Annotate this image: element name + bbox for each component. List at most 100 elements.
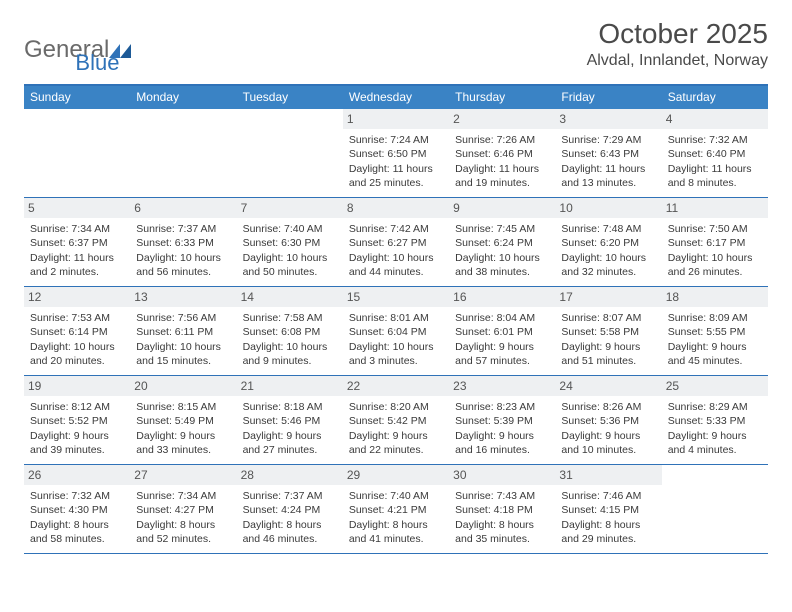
dow-thursday: Thursday: [449, 86, 555, 109]
daylight-line: Daylight: 8 hours: [561, 518, 655, 532]
day-number: 31: [555, 465, 661, 485]
sunset-line: Sunset: 6:33 PM: [136, 236, 230, 250]
sunrise-line: Sunrise: 7:53 AM: [30, 311, 124, 325]
daylight-line: and 2 minutes.: [30, 265, 124, 279]
daylight-line: Daylight: 8 hours: [455, 518, 549, 532]
daylight-line: Daylight: 10 hours: [561, 251, 655, 265]
week-row: 19Sunrise: 8:12 AMSunset: 5:52 PMDayligh…: [24, 376, 768, 465]
sunset-line: Sunset: 4:18 PM: [455, 503, 549, 517]
day-number: 27: [130, 465, 236, 485]
daylight-line: Daylight: 10 hours: [136, 340, 230, 354]
day-number: 26: [24, 465, 130, 485]
sunrise-line: Sunrise: 7:50 AM: [668, 222, 762, 236]
day-cell: 31 Sunrise: 7:46 AMSunset: 4:15 PMDayligh…: [555, 465, 661, 553]
daylight-line: and 50 minutes.: [243, 265, 337, 279]
daylight-line: and 25 minutes.: [349, 176, 443, 190]
day-number: 18: [662, 287, 768, 307]
sunrise-line: Sunrise: 7:32 AM: [30, 489, 124, 503]
daylight-line: Daylight: 11 hours: [30, 251, 124, 265]
day-cell: 19Sunrise: 8:12 AMSunset: 5:52 PMDayligh…: [24, 376, 130, 464]
sunrise-line: Sunrise: 7:45 AM: [455, 222, 549, 236]
sunset-line: Sunset: 6:27 PM: [349, 236, 443, 250]
day-number: 28: [237, 465, 343, 485]
day-number: 23: [449, 376, 555, 396]
day-number: 24: [555, 376, 661, 396]
dow-friday: Friday: [555, 86, 661, 109]
daylight-line: Daylight: 10 hours: [349, 340, 443, 354]
sunrise-line: Sunrise: 7:56 AM: [136, 311, 230, 325]
day-cell: 8Sunrise: 7:42 AMSunset: 6:27 PMDaylight…: [343, 198, 449, 286]
day-number: 3: [555, 109, 661, 129]
sunrise-line: Sunrise: 7:32 AM: [668, 133, 762, 147]
month-title: October 2025: [587, 18, 768, 50]
daylight-line: and 13 minutes.: [561, 176, 655, 190]
daylight-line: Daylight: 8 hours: [243, 518, 337, 532]
sunrise-line: Sunrise: 7:29 AM: [561, 133, 655, 147]
day-number: 7: [237, 198, 343, 218]
sunset-line: Sunset: 6:14 PM: [30, 325, 124, 339]
daylight-line: Daylight: 8 hours: [136, 518, 230, 532]
calendar: Sunday Monday Tuesday Wednesday Thursday…: [24, 84, 768, 554]
day-cell: 16Sunrise: 8:04 AMSunset: 6:01 PMDayligh…: [449, 287, 555, 375]
sunset-line: Sunset: 4:30 PM: [30, 503, 124, 517]
sunset-line: Sunset: 5:55 PM: [668, 325, 762, 339]
daylight-line: and 19 minutes.: [455, 176, 549, 190]
dow-monday: Monday: [130, 86, 236, 109]
day-cell: 21Sunrise: 8:18 AMSunset: 5:46 PMDayligh…: [237, 376, 343, 464]
daylight-line: and 39 minutes.: [30, 443, 124, 457]
daylight-line: and 8 minutes.: [668, 176, 762, 190]
day-cell: 11Sunrise: 7:50 AMSunset: 6:17 PMDayligh…: [662, 198, 768, 286]
week-row: 5Sunrise: 7:34 AMSunset: 6:37 PMDaylight…: [24, 198, 768, 287]
day-number: 11: [662, 198, 768, 218]
daylight-line: Daylight: 10 hours: [243, 251, 337, 265]
sunrise-line: Sunrise: 7:26 AM: [455, 133, 549, 147]
logo-word2: Blue: [75, 50, 119, 76]
sunrise-line: Sunrise: 7:24 AM: [349, 133, 443, 147]
sunrise-line: Sunrise: 7:48 AM: [561, 222, 655, 236]
daylight-line: Daylight: 10 hours: [349, 251, 443, 265]
day-cell: 23Sunrise: 8:23 AMSunset: 5:39 PMDayligh…: [449, 376, 555, 464]
day-number: 6: [130, 198, 236, 218]
day-number: 17: [555, 287, 661, 307]
day-number: 20: [130, 376, 236, 396]
daylight-line: Daylight: 10 hours: [30, 340, 124, 354]
day-of-week-row: Sunday Monday Tuesday Wednesday Thursday…: [24, 86, 768, 109]
daylight-line: Daylight: 9 hours: [349, 429, 443, 443]
sunset-line: Sunset: 5:42 PM: [349, 414, 443, 428]
day-cell: 20Sunrise: 8:15 AMSunset: 5:49 PMDayligh…: [130, 376, 236, 464]
sunset-line: Sunset: 5:52 PM: [30, 414, 124, 428]
sunrise-line: Sunrise: 7:46 AM: [561, 489, 655, 503]
day-cell: 7Sunrise: 7:40 AMSunset: 6:30 PMDaylight…: [237, 198, 343, 286]
sunrise-line: Sunrise: 8:20 AM: [349, 400, 443, 414]
sunrise-line: Sunrise: 8:01 AM: [349, 311, 443, 325]
day-cell: 9Sunrise: 7:45 AMSunset: 6:24 PMDaylight…: [449, 198, 555, 286]
daylight-line: and 56 minutes.: [136, 265, 230, 279]
sunrise-line: Sunrise: 8:04 AM: [455, 311, 549, 325]
daylight-line: and 45 minutes.: [668, 354, 762, 368]
sunrise-line: Sunrise: 7:37 AM: [243, 489, 337, 503]
week-row: 12Sunrise: 7:53 AMSunset: 6:14 PMDayligh…: [24, 287, 768, 376]
daylight-line: and 4 minutes.: [668, 443, 762, 457]
daylight-line: Daylight: 10 hours: [243, 340, 337, 354]
sunset-line: Sunset: 5:33 PM: [668, 414, 762, 428]
sunset-line: Sunset: 6:11 PM: [136, 325, 230, 339]
day-cell: [130, 109, 236, 197]
daylight-line: Daylight: 10 hours: [455, 251, 549, 265]
sunset-line: Sunset: 4:27 PM: [136, 503, 230, 517]
daylight-line: and 57 minutes.: [455, 354, 549, 368]
daylight-line: and 51 minutes.: [561, 354, 655, 368]
day-cell: 10Sunrise: 7:48 AMSunset: 6:20 PMDayligh…: [555, 198, 661, 286]
daylight-line: Daylight: 9 hours: [668, 340, 762, 354]
sunrise-line: Sunrise: 8:09 AM: [668, 311, 762, 325]
daylight-line: Daylight: 9 hours: [455, 340, 549, 354]
sunset-line: Sunset: 6:30 PM: [243, 236, 337, 250]
daylight-line: and 38 minutes.: [455, 265, 549, 279]
dow-saturday: Saturday: [662, 86, 768, 109]
daylight-line: Daylight: 11 hours: [668, 162, 762, 176]
dow-wednesday: Wednesday: [343, 86, 449, 109]
sunset-line: Sunset: 4:15 PM: [561, 503, 655, 517]
day-cell: [237, 109, 343, 197]
sunset-line: Sunset: 6:01 PM: [455, 325, 549, 339]
daylight-line: Daylight: 9 hours: [455, 429, 549, 443]
daylight-line: Daylight: 11 hours: [561, 162, 655, 176]
